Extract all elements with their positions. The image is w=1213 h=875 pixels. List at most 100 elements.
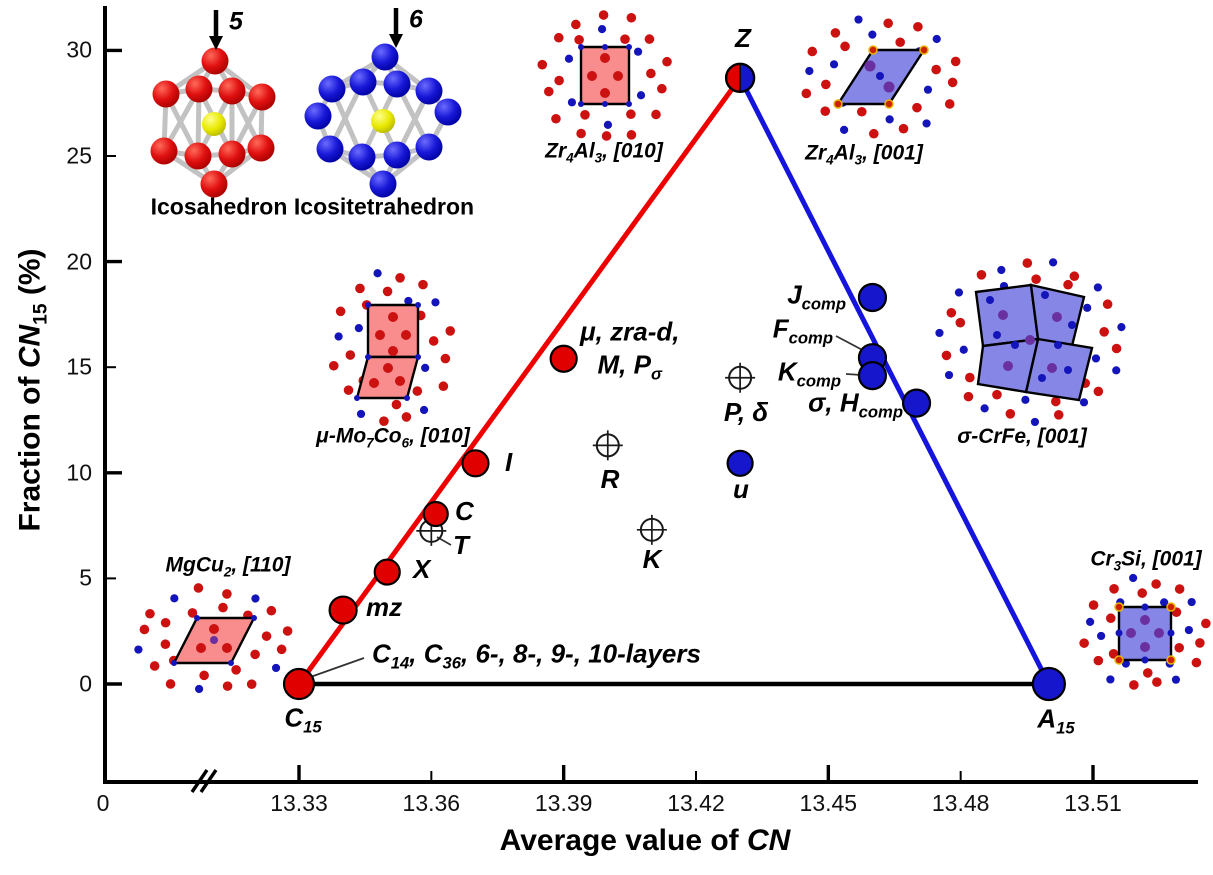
- halo-dot: [633, 47, 643, 56]
- halo-dot: [992, 389, 1002, 400]
- halo-dot: [1195, 638, 1205, 648]
- halo-dot: [334, 332, 343, 341]
- halo-dot: [343, 385, 354, 395]
- cell-dot: [251, 615, 257, 621]
- cell-dot: [884, 99, 894, 109]
- halo-dot: [1201, 618, 1211, 629]
- marker-u: [726, 449, 754, 477]
- halo-dot: [1109, 584, 1119, 594]
- axes: [103, 6, 1198, 793]
- cell-dot: [369, 378, 379, 388]
- halo-dot: [657, 83, 667, 94]
- halo-dot: [955, 317, 966, 328]
- halo-dot: [554, 75, 564, 86]
- cell-dot: [1003, 361, 1013, 371]
- halo-dot: [1184, 625, 1193, 635]
- marker-X: [373, 558, 401, 586]
- halo-dot: [1129, 680, 1139, 690]
- cell-dot: [354, 395, 360, 401]
- arrow-down-6-icon-head: [389, 34, 403, 48]
- halo-dot: [1069, 271, 1080, 282]
- cell-dot: [1064, 366, 1072, 374]
- halo-dot: [980, 404, 989, 413]
- cell-dot: [876, 72, 884, 80]
- halo-dot: [1083, 303, 1092, 312]
- cell-dot: [210, 636, 218, 644]
- halo-dot: [944, 99, 955, 109]
- halo-dot: [418, 279, 428, 290]
- halo-dot: [222, 589, 232, 599]
- halo-dot: [1093, 386, 1104, 397]
- halo-dot: [193, 583, 204, 593]
- halo-dot: [1086, 617, 1095, 626]
- halo-dot: [194, 684, 204, 694]
- line-laves-branch: [296, 75, 743, 687]
- halo-dot: [840, 41, 850, 52]
- atom-sphere: [247, 134, 275, 162]
- cell-dot: [375, 330, 385, 340]
- cell-dot: [864, 60, 876, 72]
- cell-dot: [1154, 628, 1164, 638]
- halo-dot: [946, 307, 957, 318]
- halo-dot: [912, 102, 922, 113]
- halo-dot: [597, 25, 607, 34]
- halo-dot: [419, 405, 429, 415]
- halo-dot: [1108, 649, 1119, 659]
- halo-dot: [1093, 655, 1104, 666]
- cell-dot: [196, 643, 206, 653]
- halo-dot: [931, 64, 941, 75]
- halo-dot: [598, 10, 609, 20]
- cell-dot: [1166, 655, 1176, 665]
- halo-dot: [976, 269, 987, 280]
- atom-sphere: [348, 143, 376, 171]
- cell-dot: [1025, 335, 1035, 345]
- halo-dot: [1121, 659, 1130, 668]
- halo-dot: [404, 296, 413, 306]
- halo-dot: [160, 639, 171, 650]
- halo-dot: [276, 644, 287, 655]
- atom-sphere: [371, 43, 399, 71]
- halo-dot: [379, 416, 389, 426]
- marker-K: [639, 517, 664, 542]
- cell-dot: [613, 71, 623, 81]
- halo-dot: [620, 34, 630, 44]
- halo-dot: [1079, 398, 1089, 407]
- halo-dot: [231, 665, 241, 675]
- halo-dot: [160, 617, 171, 628]
- halo-dot: [335, 306, 346, 317]
- halo-dot: [885, 115, 894, 124]
- halo-dot: [965, 372, 975, 383]
- cell-dot: [1126, 628, 1136, 638]
- halo-dot: [963, 391, 974, 402]
- halo-dot: [139, 624, 150, 635]
- atom-sphere: [152, 80, 180, 108]
- halo-dot: [1152, 677, 1162, 687]
- cell-dot: [388, 346, 398, 356]
- cell-dot: [587, 71, 597, 81]
- halo-dot: [354, 324, 363, 333]
- halo-dot: [801, 88, 812, 99]
- halo-dot: [646, 68, 656, 79]
- halo-dot: [401, 412, 412, 422]
- cell-dot: [986, 296, 994, 304]
- cell-dot: [998, 310, 1008, 320]
- halo-dot: [553, 32, 564, 43]
- halo-dot: [266, 605, 277, 616]
- atom-sphere: [248, 83, 276, 111]
- cell-dot: [1068, 321, 1076, 329]
- halo-dot: [1030, 417, 1040, 427]
- atom-sphere: [218, 140, 246, 168]
- halo-dot: [1097, 631, 1106, 641]
- line-a15-branch: [737, 75, 1052, 687]
- cell-dot: [1141, 603, 1149, 611]
- halo-dot: [537, 59, 548, 70]
- cell-dot: [1047, 363, 1057, 373]
- cell-dot: [401, 330, 411, 340]
- halo-dot: [1111, 343, 1122, 354]
- halo-dot: [644, 34, 655, 44]
- halo-dot: [543, 86, 554, 97]
- cell-dot: [833, 99, 843, 109]
- atom-sphere: [318, 75, 346, 103]
- atom-sphere: [415, 133, 443, 161]
- halo-dot: [1005, 409, 1016, 419]
